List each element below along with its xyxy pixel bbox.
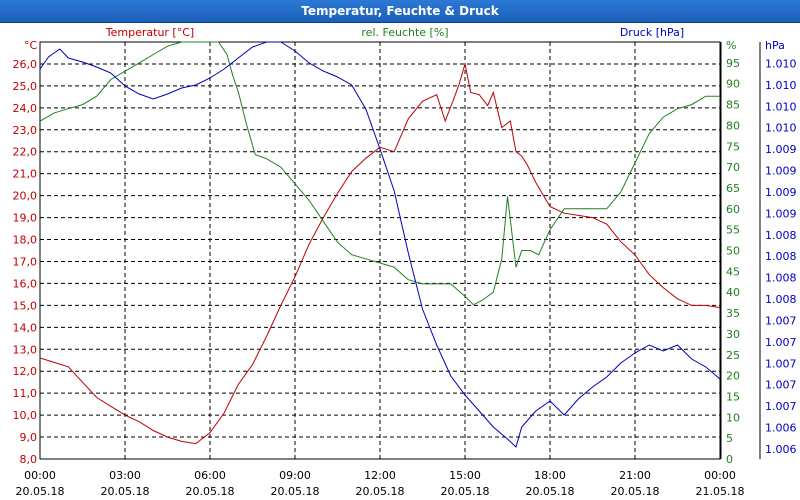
x-tick-time: 06:00 [194,469,226,482]
pressure-tick-label: 1.009 [765,207,797,220]
x-tick-time: 21:00 [619,469,651,482]
temp-tick-label: 9,0 [20,431,38,444]
pressure-tick-label: 1.007 [765,336,797,349]
humidity-tick-label: 35 [726,307,740,320]
humidity-tick-label: 5 [726,432,733,445]
x-tick-date: 20.05.18 [526,485,575,498]
temp-tick-label: 24,0 [13,102,38,115]
x-tick-date: 20.05.18 [16,485,65,498]
x-tick-time: 12:00 [364,469,396,482]
pressure-tick-label: 1.010 [765,100,797,113]
pressure-tick-label: 1.010 [765,122,797,135]
pressure-tick-label: 1.010 [765,79,797,92]
pressure-tick-label: 1.007 [765,357,797,370]
temp-tick-label: 17,0 [13,255,38,268]
temp-tick-label: 8,0 [20,453,38,466]
series-line-pressure [39,41,721,448]
humidity-tick-label: 95 [726,57,740,70]
humidity-tick-label: 25 [726,349,740,362]
temp-tick-label: 18,0 [13,234,38,247]
pressure-tick-label: 1.009 [765,186,797,199]
chart: 00:00 20.05.18 03:00 20.05.18 06:00 20.05.18 0… [13,26,797,498]
x-tick-time: 03:00 [109,469,141,482]
humidity-tick-label: 75 [726,140,740,153]
humidity-tick-label: 70 [726,161,740,174]
series-line-temperature [39,63,721,445]
pressure-tick-label: 1.006 [765,443,797,456]
temp-tick-label: 14,0 [13,321,38,334]
humidity-tick-label: 60 [726,203,740,216]
title-bar [0,0,800,23]
pressure-axis-label: Druck [hPa] [620,26,684,39]
temp-tick-label: 12,0 [13,365,38,378]
humidity-tick-label: 40 [726,286,740,299]
humidity-tick-label: 85 [726,99,740,112]
temp-tick-label: 16,0 [13,277,38,290]
x-tick-date: 20.05.18 [611,485,660,498]
pressure-tick-label: 1.008 [765,293,797,306]
pressure-tick-label: 1.009 [765,143,797,156]
x-tick-time: 15:00 [449,469,481,482]
x-tick-date: 20.05.18 [101,485,150,498]
pressure-tick-label: 1.008 [765,272,797,285]
x-tick-date: 21.05.18 [696,485,745,498]
pressure-tick-label: 1.007 [765,400,797,413]
humidity-tick-label: 45 [726,265,740,278]
humidity-tick-label: 10 [726,411,740,424]
pressure-tick-label: 1.008 [765,250,797,263]
temp-tick-label: 13,0 [13,343,38,356]
humidity-tick-label: 15 [726,390,740,403]
series-line-humidity [39,41,720,306]
temp-tick-label: 15,0 [13,299,38,312]
pressure-tick-label: 1.006 [765,422,797,435]
temp-tick-label: 23,0 [13,124,38,137]
temp-tick-label: 26,0 [13,58,38,71]
x-tick-date: 20.05.18 [186,485,235,498]
x-tick-time: 09:00 [279,469,311,482]
humidity-tick-label: 55 [726,224,740,237]
chart-title: Temperatur, Feuchte & Druck [301,4,499,18]
temp-tick-label: 10,0 [13,409,38,422]
humidity-tick-label: 50 [726,245,740,258]
x-tick-date: 20.05.18 [271,485,320,498]
temp-tick-label: 11,0 [13,387,38,400]
humidity-tick-label: 80 [726,119,740,132]
humidity-tick-label: 20 [726,370,740,383]
pressure-tick-label: 1.008 [765,229,797,242]
humidity-tick-label: 65 [726,182,740,195]
x-tick-date: 20.05.18 [441,485,490,498]
x-tick-time: 00:00 [24,469,56,482]
pressure-tick-label: 1.007 [765,314,797,327]
x-tick-time: 00:00 [704,469,736,482]
pressure-tick-label: 1.007 [765,379,797,392]
temp-tick-label: 19,0 [13,212,38,225]
humidity-unit: % [726,39,736,52]
temp-unit: °C [24,39,38,52]
temp-tick-label: 21,0 [13,168,38,181]
humidity-tick-label: 0 [726,453,733,466]
temp-tick-label: 22,0 [13,146,38,159]
pressure-unit: hPa [765,39,785,52]
temp-tick-label: 20,0 [13,190,38,203]
humidity-tick-label: 30 [726,328,740,341]
pressure-tick-label: 1.009 [765,165,797,178]
x-tick-date: 20.05.18 [356,485,405,498]
humidity-axis-label: rel. Feuchte [%] [361,26,448,39]
temp-axis-label: Temperatur [°C] [105,26,194,39]
humidity-tick-label: 90 [726,78,740,91]
pressure-tick-label: 1.010 [765,57,797,70]
temp-tick-label: 25,0 [13,80,38,93]
x-tick-time: 18:00 [534,469,566,482]
plot-frame [39,41,721,460]
